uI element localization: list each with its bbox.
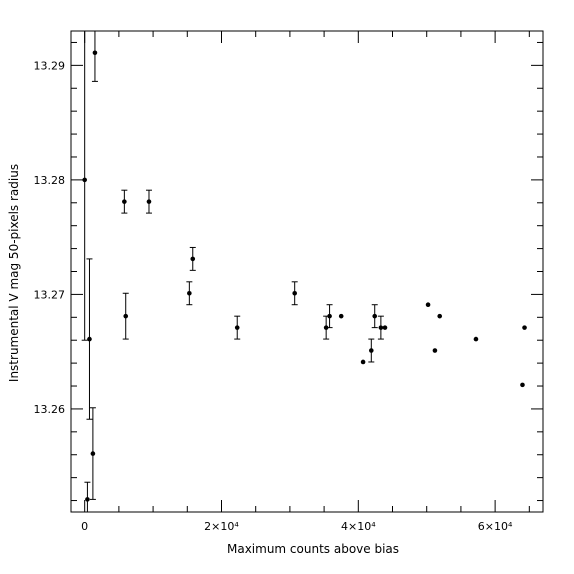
data-point: [187, 290, 192, 296]
data-point: [432, 348, 438, 353]
x-tick-label: 6×10⁴: [478, 520, 513, 533]
y-tick-label: 13.27: [34, 288, 66, 301]
data-point: [85, 497, 90, 502]
y-tick-label: 13.29: [34, 59, 66, 72]
plot-frame: [70, 30, 544, 513]
data-point: [360, 359, 366, 365]
x-tick-label: 2×10⁴: [204, 520, 239, 533]
data-point: [382, 325, 388, 330]
data-point: [90, 451, 96, 456]
minor-ticks: [71, 31, 543, 512]
data-point: [338, 313, 344, 319]
data-point: [122, 199, 127, 204]
data-point: [425, 302, 431, 308]
data-point: [473, 336, 479, 342]
y-axis-label: Instrumental V mag 50-pixels radius: [7, 164, 21, 382]
data-point: [87, 336, 92, 342]
x-tick-labels: 0 2×10⁴ 4×10⁴ 6×10⁴: [81, 520, 513, 533]
data-point: [323, 325, 329, 330]
data-point: [123, 313, 129, 319]
y-tick-label: 13.26: [34, 403, 66, 416]
data-point: [327, 313, 332, 319]
y-tick-labels: 13.26 13.27 13.28 13.29: [34, 59, 66, 416]
x-axis-label: Maximum counts above bias: [227, 542, 399, 556]
data-point: [292, 290, 297, 296]
data-point: [92, 50, 98, 56]
y-tick-label: 13.28: [34, 174, 66, 187]
data-point: [234, 325, 240, 330]
data-points: [82, 50, 527, 502]
data-point: [82, 177, 87, 183]
data-point: [437, 313, 443, 319]
data-point: [520, 382, 525, 388]
error-bars: [81, 31, 384, 512]
x-tick-label: 4×10⁴: [341, 520, 376, 533]
data-point: [378, 325, 384, 330]
data-point: [522, 325, 527, 330]
data-point: [190, 256, 196, 262]
data-point: [372, 313, 378, 319]
x-tick-label: 0: [81, 520, 88, 533]
data-point: [369, 348, 374, 353]
major-ticks: [71, 31, 543, 512]
data-point: [146, 199, 152, 204]
